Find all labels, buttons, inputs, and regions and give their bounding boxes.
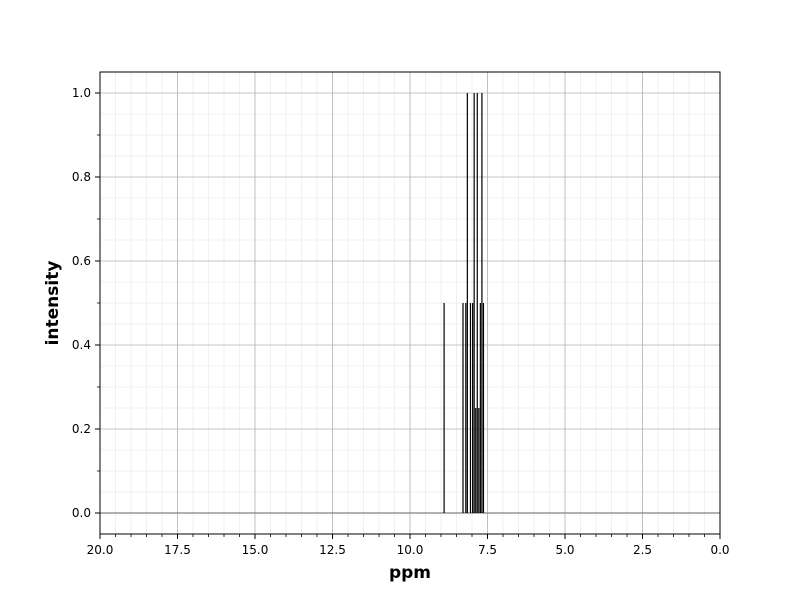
y-tick-label: 0.0 xyxy=(72,506,91,520)
y-tick-label: 0.6 xyxy=(72,254,91,268)
x-tick-label: 12.5 xyxy=(319,543,346,557)
y-axis-label: intensity xyxy=(43,261,63,346)
x-axis-label: ppm xyxy=(389,563,431,583)
x-tick-label: 5.0 xyxy=(555,543,574,557)
x-tick-label: 17.5 xyxy=(164,543,191,557)
y-tick-label: 0.4 xyxy=(72,338,91,352)
x-tick-label: 7.5 xyxy=(478,543,497,557)
y-tick-label: 1.0 xyxy=(72,86,91,100)
x-tick-label: 20.0 xyxy=(87,543,114,557)
y-axis-ticks: 0.0 0.2 0.4 0.6 0.8 1.0 xyxy=(72,86,100,520)
peak-series xyxy=(443,93,485,513)
x-tick-label: 10.0 xyxy=(397,543,424,557)
x-tick-label: 0.0 xyxy=(710,543,729,557)
x-axis-ticks: 20.0 17.5 15.0 12.5 10.0 7.5 5.0 2.5 0.0 xyxy=(87,534,730,557)
x-tick-label: 15.0 xyxy=(242,543,269,557)
minor-grid xyxy=(100,72,720,535)
y-tick-label: 0.8 xyxy=(72,170,91,184)
x-tick-label: 2.5 xyxy=(633,543,652,557)
y-tick-label: 0.2 xyxy=(72,422,91,436)
